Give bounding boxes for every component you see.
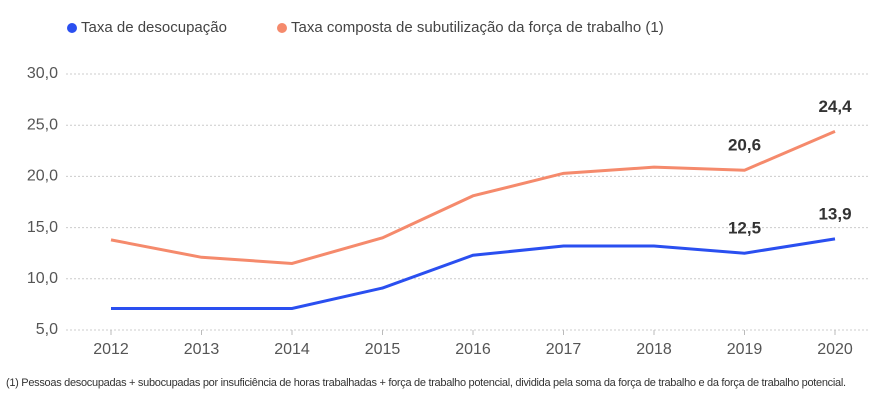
legend-label: Taxa composta de subutilização da força …	[291, 19, 664, 36]
x-tick-label: 2012	[93, 341, 129, 358]
x-tick-label: 2019	[727, 341, 763, 358]
legend-swatch	[67, 23, 77, 33]
y-tick-label: 20,0	[27, 168, 58, 185]
x-tick-label: 2018	[636, 341, 672, 358]
y-tick-label: 10,0	[27, 270, 58, 287]
line	[111, 237, 836, 310]
y-tick-label: 25,0	[27, 116, 58, 133]
x-tick-label: 2014	[274, 341, 310, 358]
x-tick-label: 2013	[184, 341, 220, 358]
x-tick-label: 2020	[817, 341, 853, 358]
data-label: 12,5	[728, 219, 761, 238]
legend-label: Taxa de desocupação	[81, 19, 227, 36]
data-label: 13,9	[818, 204, 851, 223]
footnote: (1) Pessoas desocupadas + subocupadas po…	[6, 377, 846, 389]
line	[110, 129, 836, 265]
x-tick-label: 2017	[546, 341, 582, 358]
y-tick-label: 5,0	[36, 321, 58, 338]
x-tick-label: 2015	[365, 341, 401, 358]
data-label: 20,6	[728, 136, 761, 155]
y-tick-label: 30,0	[27, 65, 58, 82]
data-label: 24,4	[818, 97, 852, 116]
x-tick-label: 2016	[455, 341, 491, 358]
y-tick-label: 15,0	[27, 219, 58, 236]
legend-swatch	[277, 23, 287, 33]
chart: 5,0 10,0 15,0 20,0 25,0 30,0 2012 2013 2014 2015 2…	[27, 19, 870, 358]
